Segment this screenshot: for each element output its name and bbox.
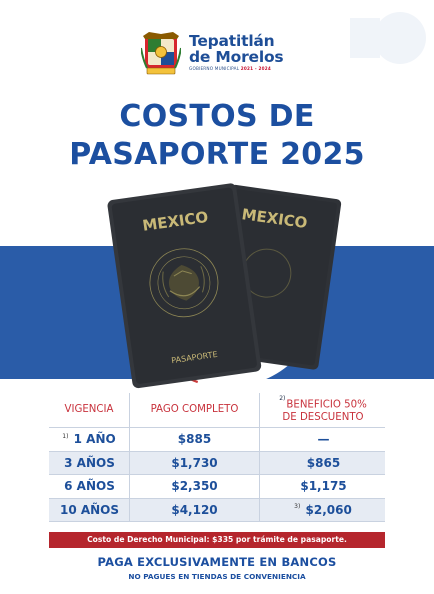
header-vigencia: VIGENCIA [64, 404, 114, 415]
row-beneficio: 3) $2,060 [259, 498, 386, 521]
row-pago: $4,120 [129, 498, 259, 521]
row-beneficio-text: $865 [306, 455, 341, 470]
header-beneficio-line1: BENEFICIO 50% [286, 399, 367, 411]
row-beneficio-text: $2,060 [305, 502, 352, 517]
pay-at-banks-notice: PAGA EXCLUSIVAMENTE EN BANCOS [97, 555, 337, 569]
table-row: 3 AÑOS $1,730 $865 [49, 451, 386, 475]
municipality-name-line1: Tepatitlán [189, 32, 275, 50]
row-beneficio: $865 [259, 451, 386, 474]
page-title-line1: COSTOS DE [119, 99, 315, 134]
page-title-line2: PASAPORTE 2025 [69, 137, 365, 172]
table-row: 6 AÑOS $2,350 $1,175 [49, 475, 385, 499]
government-label: GOBIERNO MUNICIPAL [189, 66, 240, 71]
front-passport: MEXICO PASAPORTE [107, 183, 262, 389]
passport-image: MEXICO MEXICO PASAPORTE [107, 183, 342, 389]
row-pago: $2,350 [129, 475, 259, 498]
row-vigencia-text: 3 AÑOS [64, 455, 115, 470]
header-beneficio-note: 2) [279, 395, 286, 403]
row-note: 1) [62, 432, 69, 440]
no-convenience-stores-notice: NO PAGUES EN TIENDAS DE CONVENIENCIA [128, 572, 306, 581]
row-beneficio-text: $1,175 [300, 479, 347, 494]
table-row: 10 AÑOS $4,120 3) $2,060 [49, 498, 386, 522]
table-header: VIGENCIA PAGO COMPLETO 2)BENEFICIO 50% D… [49, 393, 385, 428]
row-vigencia: 6 AÑOS [49, 475, 129, 498]
row-vigencia: 3 AÑOS [49, 452, 129, 475]
row-vigencia: 10 AÑOS [49, 499, 129, 522]
municipality-logo: Tepatitlán de Morelos GOBIERNO MUNICIPAL… [141, 30, 291, 78]
row-vigencia-text: 10 AÑOS [59, 502, 120, 517]
coat-of-arms-icon [141, 32, 181, 75]
watermark-emblem [350, 12, 426, 64]
row-vigencia-text: 1 AÑO [73, 432, 116, 447]
row-pago: $885 [129, 428, 259, 451]
row-beneficio-note: 3) [294, 503, 301, 511]
header-beneficio: 2)BENEFICIO 50% DE DESCUENTO [259, 393, 386, 427]
passport-illustration: MEXICO MEXICO PASAPORTE [90, 170, 350, 390]
cost-table: VIGENCIA PAGO COMPLETO 2)BENEFICIO 50% D… [49, 393, 385, 522]
table-row: 1) 1 AÑO $885 — [49, 428, 385, 452]
row-vigencia-text: 6 AÑOS [64, 479, 115, 494]
municipal-fee-banner: Costo de Derecho Municipal: $335 por trá… [49, 532, 385, 548]
row-vigencia: 1) 1 AÑO [49, 428, 129, 451]
government-period: 2021 - 2024 [240, 66, 271, 71]
header-pago-completo: PAGO COMPLETO [129, 393, 259, 427]
eagle-seal-icon [149, 248, 219, 318]
government-tagline: GOBIERNO MUNICIPAL 2021 - 2024 [189, 66, 299, 71]
row-pago: $1,730 [129, 451, 259, 474]
header-beneficio-line2: DE DESCUENTO [282, 411, 364, 423]
row-beneficio: $1,175 [259, 475, 386, 498]
row-beneficio-text: — [317, 432, 330, 447]
row-beneficio: — [259, 428, 386, 451]
municipality-name-line2: de Morelos [189, 48, 284, 66]
municipality-name: Tepatitlán de Morelos [189, 33, 299, 65]
